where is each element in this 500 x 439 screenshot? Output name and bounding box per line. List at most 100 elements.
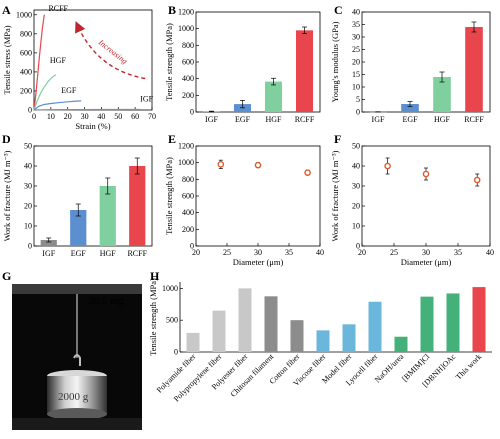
y-tick-label: 800 xyxy=(20,29,32,38)
data-point xyxy=(304,169,311,176)
bar-naoh-urea xyxy=(394,336,408,352)
bar-hgf xyxy=(99,186,116,246)
y-tick-label: 30 xyxy=(352,182,360,191)
y-tick-label: 20 xyxy=(352,58,360,67)
category-label: IGF xyxy=(372,115,385,124)
y-tick-label: 400 xyxy=(182,208,194,217)
bar-rcff xyxy=(465,27,483,112)
x-tick-label: 20 xyxy=(192,248,200,257)
plot-frame xyxy=(33,145,153,247)
chart-f-fracture-vs-diameter: 0 10 20 30 40 50 Work of fracture (MJ m⁻³) 20 25… xyxy=(330,142,494,268)
x-tick-label: 0 xyxy=(32,112,36,121)
plot-frame xyxy=(195,145,321,247)
y-tick-label: 20 xyxy=(24,202,32,211)
curve-hgf xyxy=(33,74,57,111)
curve-label-hgf: HGF xyxy=(50,56,67,65)
y-tick-label: 25 xyxy=(352,45,360,54)
chart-d-work-of-fracture: 0 10 20 30 40 50 Work of fracture (MJ m⁻³) IGF E… xyxy=(2,142,153,258)
x-tick-label: 40 xyxy=(316,248,324,257)
y-tick-label: 1000 xyxy=(162,284,178,293)
y-tick-label: 200 xyxy=(182,225,194,234)
panel-letter-g: G xyxy=(2,269,11,283)
bar--dbnh-oac xyxy=(446,293,460,352)
category-label: EGF xyxy=(71,249,87,258)
y-tick-label: 1200 xyxy=(178,142,194,151)
category-label: NaOH/urea xyxy=(373,352,406,385)
x-tick-label: 25 xyxy=(390,248,398,257)
y-tick-label: 10 xyxy=(352,222,360,231)
category-label: RCFF xyxy=(464,115,484,124)
bar-rcff xyxy=(129,166,146,246)
category-label: Polypropylene fiber xyxy=(172,352,224,404)
panel-letter-h: H xyxy=(150,269,160,283)
bar-hgf xyxy=(264,81,283,112)
y-axis-title: Tensile strength (MPa) xyxy=(164,157,174,235)
y-axis-title: Work of fracture (MJ m⁻³) xyxy=(330,150,340,241)
y-tick-label: 30 xyxy=(24,182,32,191)
y-axis-title: Young's modulus (GPa) xyxy=(330,21,340,102)
curve-igf xyxy=(33,108,141,111)
y-tick-label: 50 xyxy=(24,142,32,151)
category-label: HGF xyxy=(434,115,451,124)
x-tick-label: 20 xyxy=(358,248,366,257)
y-tick-label: 35 xyxy=(352,20,360,29)
bar-polyamide-fiber xyxy=(186,332,200,352)
x-tick-label: 35 xyxy=(454,248,462,257)
bar-egf xyxy=(401,104,419,112)
y-tick-label: 200 xyxy=(20,86,32,95)
x-axis-title: Strain (%) xyxy=(75,121,110,131)
photo-weight-bottom xyxy=(47,408,107,420)
bar-lyocell-fiber xyxy=(368,301,382,352)
category-label: RCFF xyxy=(127,249,147,258)
y-tick-label: 40 xyxy=(352,8,360,17)
y-tick-label: 1000 xyxy=(16,10,32,19)
category-label: HGF xyxy=(100,249,117,258)
x-tick-label: 60 xyxy=(131,112,139,121)
bar-cotton-fiber xyxy=(290,320,304,352)
panel-letter-c: C xyxy=(334,3,343,17)
photo-label-fiber-mass: 30.5 mg xyxy=(88,295,125,307)
panel-letter-a: A xyxy=(2,3,11,17)
x-axis-title: Diameter (μm) xyxy=(233,257,284,267)
plot-frame xyxy=(361,145,491,247)
y-tick-label: 5 xyxy=(356,95,360,104)
y-tick-label: 30 xyxy=(352,33,360,42)
y-tick-label: 800 xyxy=(182,41,194,50)
y-tick-label: 0 xyxy=(190,108,194,117)
bar-igf xyxy=(40,240,57,246)
curve-label-igf: IGF xyxy=(140,94,153,103)
y-axis-title: Tensile strength (MPa) xyxy=(164,23,174,101)
x-tick-label: 70 xyxy=(148,112,156,121)
photo-label-weight: 2000 g xyxy=(58,391,89,403)
bar-egf xyxy=(70,210,87,246)
category-label: EGF xyxy=(235,115,251,124)
bar-viscose-fiber xyxy=(316,330,330,352)
y-tick-label: 1000 xyxy=(178,24,194,33)
x-tick-label: 30 xyxy=(422,248,430,257)
chart-a-stress-strain: 0 200 400 600 800 1000 Tensile stress (MPa) 0 10… xyxy=(2,4,156,131)
y-tick-label: 0 xyxy=(174,348,178,357)
bar-model-fiber xyxy=(342,324,356,352)
bar-polyester-fiber xyxy=(238,288,252,352)
y-tick-label: 400 xyxy=(182,74,194,83)
x-tick-label: 50 xyxy=(114,112,122,121)
curve-label-egf: EGF xyxy=(61,86,77,95)
bar-this-work xyxy=(472,287,486,352)
bar-chitosan-filament xyxy=(264,296,278,352)
y-tick-label: 20 xyxy=(352,202,360,211)
data-point xyxy=(217,161,225,168)
x-tick-label: 25 xyxy=(223,248,231,257)
photo-fiber-lifting-weight: 30.5 mg 2000 g xyxy=(12,284,142,430)
curve-label-rcff: RCFF xyxy=(48,4,68,13)
y-tick-label: 0 xyxy=(356,242,360,251)
y-axis-title: Tensile strength (MPa) xyxy=(148,278,158,356)
y-tick-label: 10 xyxy=(352,83,360,92)
x-tick-label: 40 xyxy=(486,248,494,257)
increasing-arrow xyxy=(75,21,146,80)
panel-letter-f: F xyxy=(334,132,341,146)
y-tick-label: 200 xyxy=(182,91,194,100)
photo-ground xyxy=(12,418,142,430)
y-tick-label: 10 xyxy=(24,222,32,231)
